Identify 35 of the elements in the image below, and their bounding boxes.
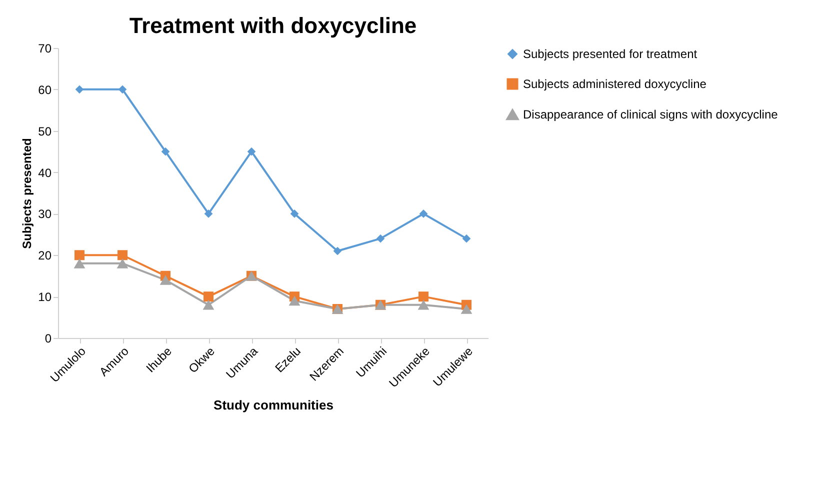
point	[118, 85, 127, 94]
point	[202, 300, 214, 310]
y-axis-title: Subjects presented	[20, 138, 34, 249]
point	[116, 258, 128, 268]
y-tick-label: 70	[38, 42, 52, 56]
point	[290, 210, 299, 218]
point	[74, 258, 86, 268]
point	[419, 210, 428, 218]
point	[288, 296, 300, 306]
point	[333, 246, 342, 256]
point	[160, 275, 172, 285]
point	[161, 147, 170, 156]
y-tick-label: 20	[38, 248, 52, 263]
y-tick-label: 50	[38, 124, 52, 138]
point	[460, 304, 472, 314]
y-tick-label: 30	[38, 207, 52, 222]
y-tick-label: 60	[38, 82, 52, 97]
chart-title: Treatment with doxycycline	[129, 13, 417, 38]
x-axis-title: Study communities	[214, 398, 334, 413]
point	[418, 292, 428, 302]
y-tick-label: 0	[44, 332, 52, 346]
legend-label: Disappearance of clinical signs with doxycycline	[523, 108, 778, 122]
point	[74, 250, 84, 260]
point	[418, 300, 430, 310]
point	[75, 85, 84, 94]
point	[204, 292, 214, 302]
point	[247, 147, 256, 156]
point	[462, 234, 471, 243]
point	[376, 234, 385, 243]
y-tick-label: 10	[38, 290, 52, 304]
legend-label: Subjects administered doxycycline	[523, 77, 707, 91]
legend-label: Subjects presented for treatment	[523, 47, 698, 61]
point	[204, 210, 213, 218]
point	[118, 250, 128, 260]
y-tick-label: 40	[38, 166, 52, 180]
